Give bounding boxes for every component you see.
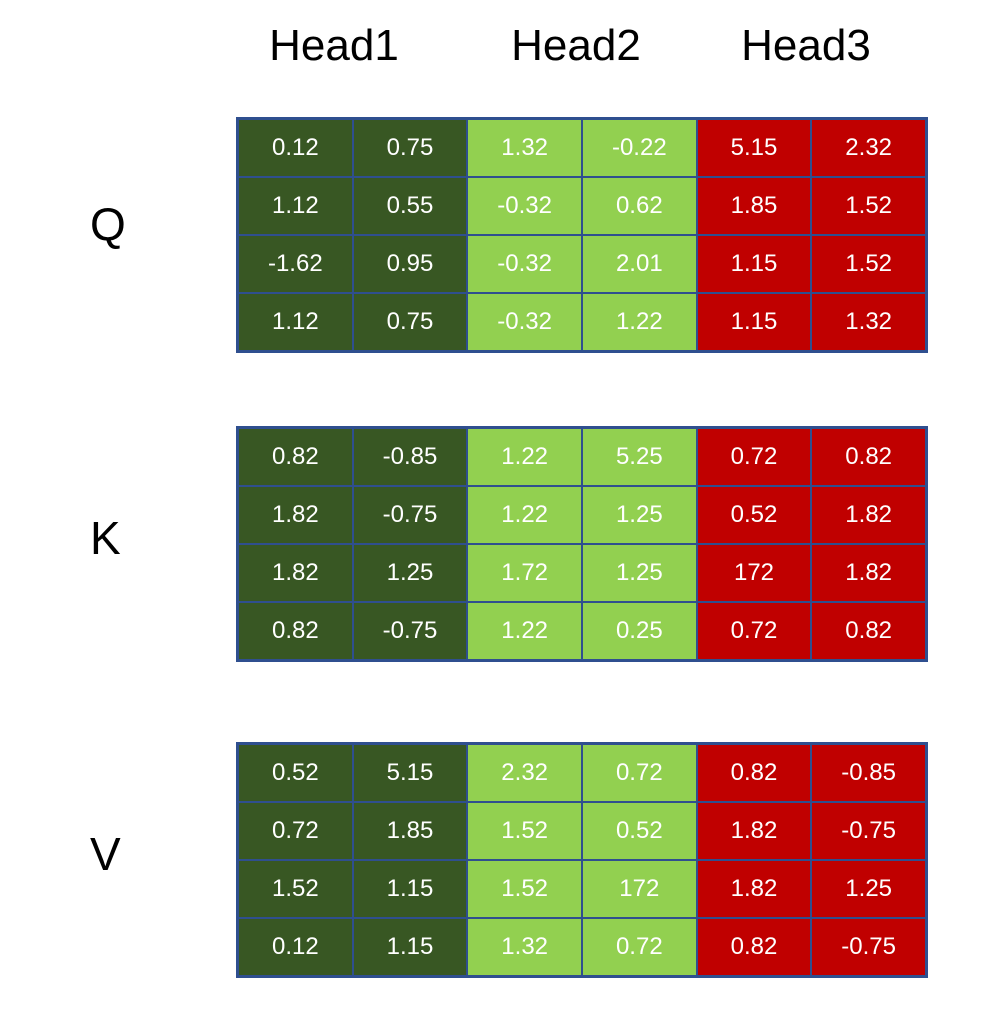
head3-label: Head3 [741, 21, 871, 70]
q-cell-r2-c1: 1.12 [238, 177, 353, 235]
k-cell-r2-c6: 1.82 [811, 486, 926, 544]
v-cell-r2-c1: 0.72 [238, 802, 353, 860]
v-cell-r1-c1: 0.52 [238, 744, 353, 802]
q-cell-r3-c4: 2.01 [581, 235, 697, 293]
v-cell-r4-c5: 0.82 [696, 918, 812, 976]
k-cell-r4-c3: 1.22 [467, 602, 582, 660]
q-cell-r3-c2: 0.95 [352, 235, 468, 293]
q-cell-r2-c5: 1.85 [696, 177, 812, 235]
k-cell-r1-c5: 0.72 [696, 428, 812, 486]
q-cell-r4-c3: -0.32 [467, 293, 582, 351]
k-cell-r1-c3: 1.22 [467, 428, 582, 486]
v-cell-r3-c2: 1.15 [352, 860, 468, 918]
v-matrix-label: V [90, 828, 121, 880]
q-matrix: 0.12 0.75 1.32 -0.22 5.15 2.32 1.12 0.55 -0.32 0.… [236, 117, 928, 353]
q-cell-r4-c1: 1.12 [238, 293, 353, 351]
q-cell-r1-c2: 0.75 [352, 119, 468, 177]
k-cell-r2-c1: 1.82 [238, 486, 353, 544]
q-cell-r2-c3: -0.32 [467, 177, 582, 235]
k-cell-r1-c1: 0.82 [238, 428, 353, 486]
k-cell-r3-c2: 1.25 [352, 544, 468, 602]
k-cell-r4-c4: 0.25 [581, 602, 697, 660]
k-cell-r4-c1: 0.82 [238, 602, 353, 660]
head1-label: Head1 [269, 21, 399, 70]
v-cell-r2-c4: 0.52 [581, 802, 697, 860]
v-cell-r3-c1: 1.52 [238, 860, 353, 918]
q-cell-r4-c4: 1.22 [581, 293, 697, 351]
v-cell-r1-c6: -0.85 [811, 744, 926, 802]
v-cell-r4-c3: 1.32 [467, 918, 582, 976]
head2-label: Head2 [511, 21, 641, 70]
v-cell-r3-c3: 1.52 [467, 860, 582, 918]
k-matrix-label: K [90, 512, 121, 564]
k-cell-r2-c4: 1.25 [581, 486, 697, 544]
k-cell-r2-c2: -0.75 [352, 486, 468, 544]
k-cell-r3-c1: 1.82 [238, 544, 353, 602]
q-cell-r3-c6: 1.52 [811, 235, 926, 293]
k-cell-r4-c2: -0.75 [352, 602, 468, 660]
k-cell-r4-c5: 0.72 [696, 602, 812, 660]
q-cell-r1-c5: 5.15 [696, 119, 812, 177]
k-cell-r4-c6: 0.82 [811, 602, 926, 660]
q-cell-r2-c4: 0.62 [581, 177, 697, 235]
q-cell-r1-c6: 2.32 [811, 119, 926, 177]
v-cell-r2-c3: 1.52 [467, 802, 582, 860]
v-cell-r3-c5: 1.82 [696, 860, 812, 918]
q-cell-r1-c4: -0.22 [581, 119, 697, 177]
q-cell-r1-c3: 1.32 [467, 119, 582, 177]
k-cell-r2-c3: 1.22 [467, 486, 582, 544]
v-cell-r4-c1: 0.12 [238, 918, 353, 976]
k-cell-r3-c4: 1.25 [581, 544, 697, 602]
v-cell-r2-c2: 1.85 [352, 802, 468, 860]
v-cell-r3-c6: 1.25 [811, 860, 926, 918]
q-cell-r4-c5: 1.15 [696, 293, 812, 351]
q-cell-r3-c1: -1.62 [238, 235, 353, 293]
v-cell-r1-c2: 5.15 [352, 744, 468, 802]
k-cell-r1-c2: -0.85 [352, 428, 468, 486]
q-cell-r4-c6: 1.32 [811, 293, 926, 351]
q-cell-r3-c5: 1.15 [696, 235, 812, 293]
k-cell-r3-c6: 1.82 [811, 544, 926, 602]
k-cell-r1-c6: 0.82 [811, 428, 926, 486]
q-cell-r2-c6: 1.52 [811, 177, 926, 235]
v-cell-r1-c5: 0.82 [696, 744, 812, 802]
k-matrix: 0.82 -0.85 1.22 5.25 0.72 0.82 1.82 -0.75 1.22 1.… [236, 426, 928, 662]
v-cell-r2-c5: 1.82 [696, 802, 812, 860]
v-cell-r4-c6: -0.75 [811, 918, 926, 976]
q-cell-r3-c3: -0.32 [467, 235, 582, 293]
v-matrix: 0.52 5.15 2.32 0.72 0.82 -0.85 0.72 1.85 1.52 0.5… [236, 742, 928, 978]
v-cell-r2-c6: -0.75 [811, 802, 926, 860]
k-cell-r3-c5: 172 [696, 544, 812, 602]
k-cell-r2-c5: 0.52 [696, 486, 812, 544]
v-cell-r1-c3: 2.32 [467, 744, 582, 802]
v-cell-r4-c2: 1.15 [352, 918, 468, 976]
q-matrix-label: Q [90, 198, 126, 250]
v-cell-r3-c4: 172 [581, 860, 697, 918]
q-cell-r2-c2: 0.55 [352, 177, 468, 235]
q-cell-r1-c1: 0.12 [238, 119, 353, 177]
k-cell-r3-c3: 1.72 [467, 544, 582, 602]
k-cell-r1-c4: 5.25 [581, 428, 697, 486]
v-cell-r1-c4: 0.72 [581, 744, 697, 802]
q-cell-r4-c2: 0.75 [352, 293, 468, 351]
v-cell-r4-c4: 0.72 [581, 918, 697, 976]
